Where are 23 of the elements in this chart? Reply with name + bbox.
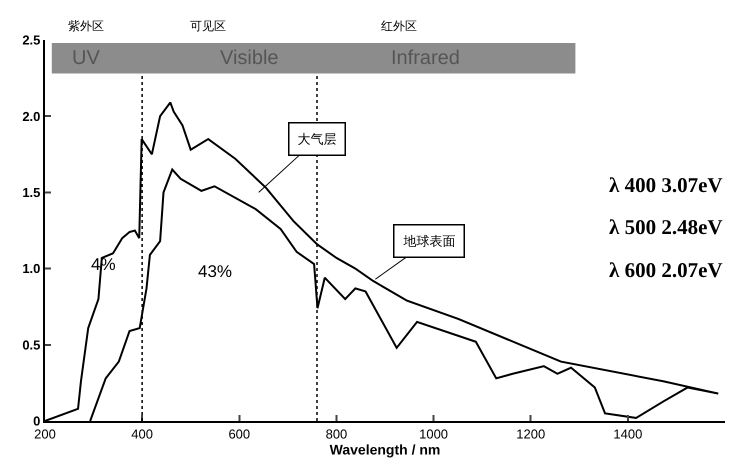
text: 紫外区 xyxy=(68,19,104,33)
text: 红外区 xyxy=(381,19,417,33)
annotation: λ 500 2.48eV xyxy=(609,215,723,239)
x-tick-label: 1200 xyxy=(516,426,546,442)
x-tick-label: 600 xyxy=(228,426,250,442)
y-tick-label: 0.5 xyxy=(22,337,40,352)
x-tick-label: 1000 xyxy=(419,426,448,442)
y-tick-label: 2.0 xyxy=(22,108,40,124)
text: 可见区 xyxy=(190,19,226,33)
y-tick-label: 1.5 xyxy=(22,184,40,200)
x-tick-label: 400 xyxy=(131,426,153,442)
x-tick-label: 1400 xyxy=(613,426,642,442)
x-tick-label: 800 xyxy=(326,426,348,442)
annotation: λ 400 3.07eV xyxy=(609,173,723,197)
x-axis-title: Wavelength / nm xyxy=(330,442,440,458)
text: 大气层 xyxy=(298,132,336,146)
text: 地球表面 xyxy=(402,234,456,248)
y-tick-label: 0 xyxy=(33,414,40,429)
y-tick-label: 2.5 xyxy=(22,32,40,48)
annotation: 43% xyxy=(198,262,232,281)
y-tick-label: 1.0 xyxy=(22,261,40,276)
x-tick-label: 200 xyxy=(34,426,56,442)
annotation: λ 600 2.07eV xyxy=(609,258,723,282)
